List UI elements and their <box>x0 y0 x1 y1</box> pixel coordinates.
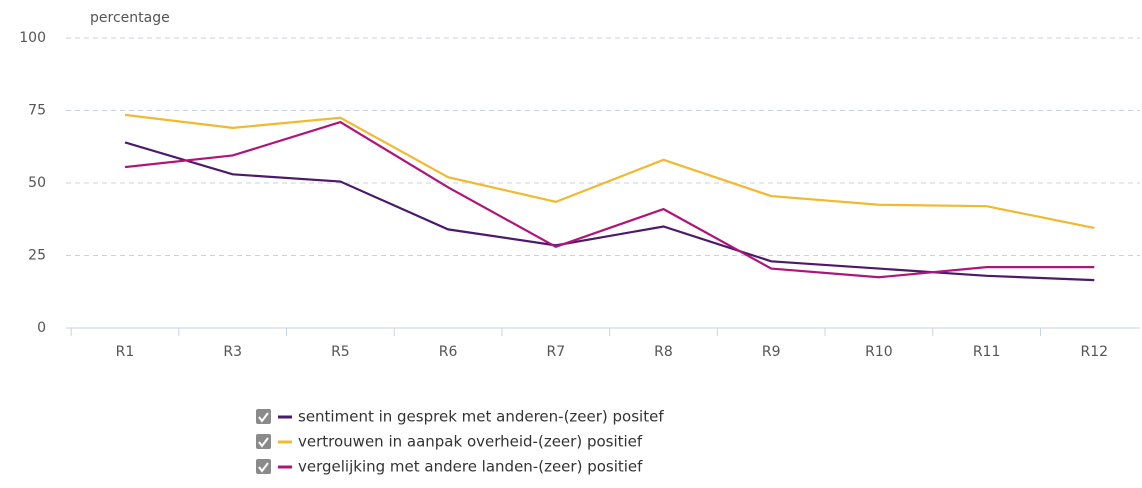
y-tick-label: 0 <box>37 320 46 336</box>
x-tick-label: R3 <box>223 344 242 360</box>
y-tick-label: 50 <box>28 175 46 191</box>
legend-checkbox <box>256 459 271 474</box>
series-line <box>124 141 1095 282</box>
legend-check <box>258 462 269 473</box>
legend-checkbox <box>256 434 271 449</box>
x-tick-label: R7 <box>546 344 565 360</box>
y-tick-label: 100 <box>19 30 46 46</box>
x-tick-label: R5 <box>331 344 350 360</box>
legend-checkbox <box>256 409 271 424</box>
x-tick-label: R12 <box>1081 344 1109 360</box>
x-tick-label: R6 <box>439 344 458 360</box>
x-tick-label: R10 <box>865 344 893 360</box>
y-tick-label: 25 <box>28 248 46 264</box>
x-tick-label: R1 <box>116 344 135 360</box>
x-tick-label: R8 <box>654 344 673 360</box>
legend-label: sentiment in gesprek met anderen-(zeer) … <box>298 408 664 426</box>
legend-check <box>258 412 269 423</box>
legend-item[interactable]: vergelijking met andere landen-(zeer) po… <box>256 458 643 476</box>
legend: sentiment in gesprek met anderen-(zeer) … <box>256 408 664 476</box>
legend-item[interactable]: sentiment in gesprek met anderen-(zeer) … <box>256 408 664 426</box>
legend-label: vergelijking met andere landen-(zeer) po… <box>298 458 643 476</box>
x-tick-label: R9 <box>762 344 781 360</box>
y-axis-label: percentage <box>90 10 170 26</box>
legend-check <box>258 437 269 448</box>
legend-item[interactable]: vertrouwen in aanpak overheid-(zeer) pos… <box>256 433 643 451</box>
series-line <box>124 120 1095 279</box>
series-line <box>124 113 1095 230</box>
y-tick-label: 75 <box>28 103 46 119</box>
x-tick-label: R11 <box>973 344 1001 360</box>
legend-label: vertrouwen in aanpak overheid-(zeer) pos… <box>298 433 643 451</box>
